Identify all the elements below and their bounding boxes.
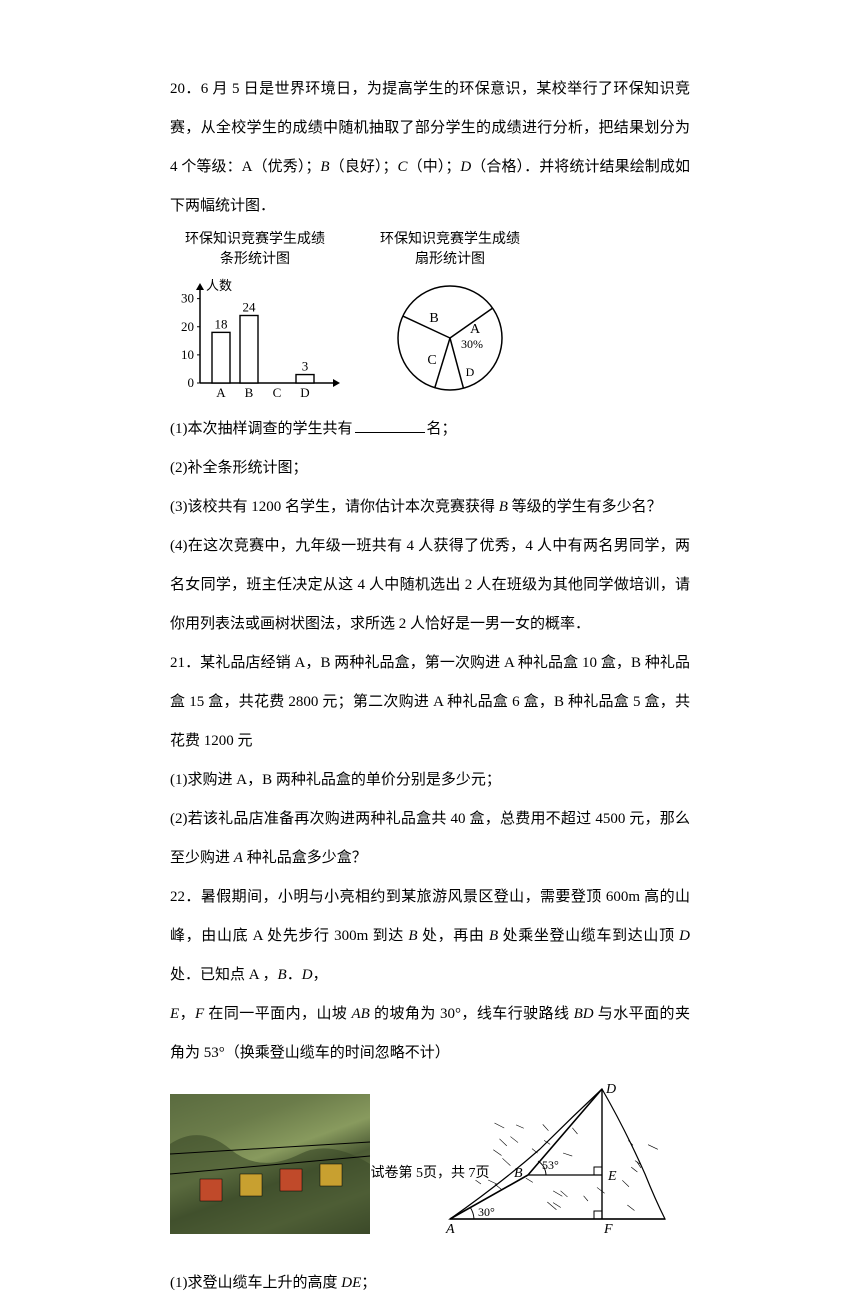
svg-text:24: 24	[243, 300, 257, 315]
q21-intro: 21．某礼品店经销 A，B 两种礼品盒，第一次购进 A 种礼品盒 10 盒，B …	[170, 644, 690, 761]
q20-p3: (3)该校共有 1200 名学生，请你估计本次竞赛获得 B 等级的学生有多少名？	[170, 488, 690, 527]
svg-text:C: C	[273, 385, 282, 400]
q22-p1: (1)求登山缆车上升的高度 DE；	[170, 1264, 690, 1303]
svg-text:18: 18	[215, 317, 228, 332]
bar-chart-block: 环保知识竞赛学生成绩 条形统计图 0102030人数等级18A24BC3D	[170, 230, 340, 408]
svg-text:B: B	[245, 385, 254, 400]
q20-intro-b: B	[320, 159, 329, 175]
bar-title-2: 条形统计图	[220, 252, 290, 267]
svg-text:B: B	[429, 311, 438, 326]
page-footer: 试卷第 5页，共 7页	[0, 1156, 860, 1192]
charts-row: 环保知识竞赛学生成绩 条形统计图 0102030人数等级18A24BC3D 环保…	[170, 230, 690, 408]
pie-title-1: 环保知识竞赛学生成绩	[380, 232, 520, 247]
pie-chart-block: 环保知识竞赛学生成绩 扇形统计图 A30% B C D	[380, 230, 520, 408]
q20-p4: (4)在这次竞赛中，九年级一班共有 4 人获得了优秀，4 人中有两名男同学，两名…	[170, 527, 690, 644]
svg-text:A: A	[470, 322, 481, 337]
svg-text:30%: 30%	[461, 337, 483, 351]
q20-p2: (2)补全条形统计图；	[170, 449, 690, 488]
q20-p1: (1)本次抽样调查的学生共有名；	[170, 410, 690, 449]
svg-text:D: D	[466, 365, 475, 379]
pie-chart: A30% B C D	[380, 273, 520, 403]
q22-intro: 22．暑假期间，小明与小亮相约到某旅游风景区登山，需要登顶 600m 高的山峰，…	[170, 878, 690, 995]
q20-intro: 20．6 月 5 日是世界环境日，为提高学生的环保意识，某校举行了环保知识竞赛，…	[170, 70, 690, 226]
svg-text:C: C	[427, 353, 436, 368]
q22-line2: E，F 在同一平面内，山坡 AB 的坡角为 30°，线车行驶路线 BD 与水平面…	[170, 995, 690, 1073]
q21-p1: (1)求购进 A，B 两种礼品盒的单价分别是多少元；	[170, 761, 690, 800]
svg-text:A: A	[216, 385, 226, 400]
svg-text:0: 0	[188, 375, 195, 390]
svg-text:D: D	[300, 385, 309, 400]
svg-text:人数: 人数	[206, 278, 232, 293]
svg-text:10: 10	[181, 347, 194, 362]
svg-text:20: 20	[181, 319, 194, 334]
svg-text:30: 30	[181, 291, 194, 306]
bar-chart: 0102030人数等级18A24BC3D	[170, 273, 340, 403]
q21-p2: (2)若该礼品店准备再次购进两种礼品盒共 40 盒，总费用不超过 4500 元，…	[170, 800, 690, 878]
pie-title-2: 扇形统计图	[415, 252, 485, 267]
svg-text:3: 3	[302, 359, 309, 374]
svg-text:D: D	[605, 1082, 616, 1097]
svg-text:30°: 30°	[478, 1205, 495, 1219]
bar-title-1: 环保知识竞赛学生成绩	[185, 232, 325, 247]
svg-text:A: A	[445, 1222, 455, 1234]
svg-text:F: F	[603, 1222, 613, 1234]
blank-fill	[355, 418, 425, 433]
